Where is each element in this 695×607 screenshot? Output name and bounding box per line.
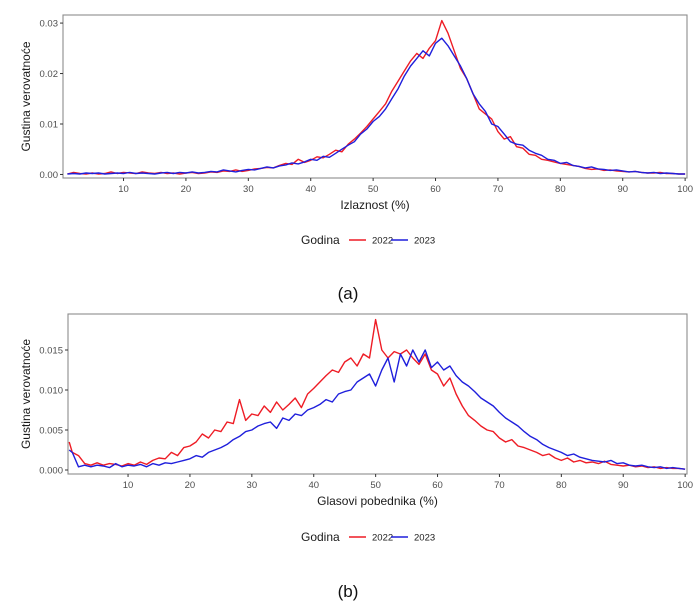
- y-tick-label: 0.02: [40, 69, 59, 80]
- x-tick-label: 30: [247, 480, 258, 491]
- panel-a: 10 20 30 40 50 60 70 80 90 100 0.00 0.01 0.02 0.03 I…: [19, 14, 693, 303]
- x-tick-label: 60: [430, 184, 441, 195]
- x-tick-label: 40: [308, 480, 319, 491]
- y-axis-title-a: Gustina verovatnoće: [19, 41, 33, 151]
- x-tick-label: 20: [181, 184, 192, 195]
- panel-b: 10 20 30 40 50 60 70 80 90 100 0.0000.0050.0100.0…: [19, 313, 693, 601]
- series-layer-a: [67, 19, 686, 175]
- x-axis-a: 10 20 30 40 50 60 70 80 90 100: [118, 178, 693, 195]
- plot-panel-b: [67, 313, 688, 475]
- x-tick-label: 50: [370, 480, 381, 491]
- legend-title-b: Godina: [301, 530, 340, 544]
- x-tick-label: 10: [123, 480, 134, 491]
- x-axis-title-b: Glasovi pobednika (%): [317, 494, 438, 508]
- caption-b: (b): [338, 582, 359, 601]
- y-tick-label: 0.010: [39, 385, 63, 396]
- x-tick-label: 80: [555, 184, 566, 195]
- series-layer-b: [68, 318, 686, 470]
- series-line-2022: [68, 318, 686, 470]
- y-axis-a: 0.00 0.01 0.02 0.03: [40, 18, 63, 181]
- y-axis-title-b: Gustina verovatnoće: [19, 339, 33, 449]
- legend-label-2023-b: 2023: [414, 533, 435, 544]
- x-tick-label: 60: [432, 480, 443, 491]
- series-line-2023: [68, 349, 686, 470]
- x-tick-label: 70: [494, 480, 505, 491]
- x-axis-b: 10 20 30 40 50 60 70 80 90 100: [123, 474, 693, 491]
- y-tick-label: 0.00: [40, 170, 59, 181]
- y-tick-label: 0.01: [40, 119, 59, 130]
- x-tick-label: 80: [556, 480, 567, 491]
- y-axis-b: 0.000 0.005 0.010 0.015: [39, 345, 68, 476]
- x-tick-label: 100: [677, 480, 693, 491]
- x-tick-label: 90: [617, 184, 628, 195]
- x-tick-label: 70: [493, 184, 504, 195]
- y-tick-label: 0.03: [40, 18, 59, 29]
- legend-label-2022-b: 2022: [372, 533, 393, 544]
- legend-label-2022-a: 2022: [372, 236, 393, 247]
- x-tick-label: 90: [618, 480, 629, 491]
- caption-a: (a): [338, 284, 359, 303]
- legend-title-a: Godina: [301, 233, 340, 247]
- x-tick-label: 100: [677, 184, 693, 195]
- y-tick-label: 0.000: [39, 465, 63, 476]
- x-tick-label: 20: [185, 480, 196, 491]
- x-tick-label: 40: [305, 184, 316, 195]
- legend-label-2023-a: 2023: [414, 236, 435, 247]
- x-tick-label: 10: [118, 184, 129, 195]
- x-tick-label: 50: [368, 184, 379, 195]
- series-line-2023: [67, 37, 686, 175]
- plot-panel-a: [62, 14, 688, 179]
- x-tick-label: 30: [243, 184, 254, 195]
- y-tick-label: 0.005: [39, 425, 63, 436]
- legend-b: Godina 2022 2023: [301, 530, 435, 544]
- x-axis-title-a: Izlaznost (%): [340, 198, 409, 212]
- y-tick-label: 0.015: [39, 345, 63, 356]
- legend-a: Godina 2022 2023: [301, 233, 435, 247]
